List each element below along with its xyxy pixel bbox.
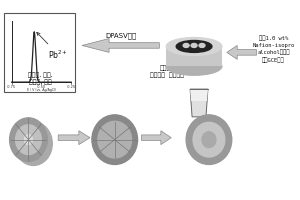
FancyArrow shape <box>82 39 159 52</box>
FancyBboxPatch shape <box>4 13 75 92</box>
Text: 溶于1.0 wt%
Nafion-isopro
alcohol溶液中
涂在GCE表面: 溶于1.0 wt% Nafion-isopro alcohol溶液中 涂在GCE… <box>252 36 295 63</box>
Ellipse shape <box>191 43 197 47</box>
Ellipse shape <box>15 122 52 165</box>
Polygon shape <box>190 89 208 117</box>
Ellipse shape <box>29 139 38 149</box>
Ellipse shape <box>16 125 41 155</box>
Ellipse shape <box>176 41 212 52</box>
Text: 水热处理
冰冻干燥  加热碳化: 水热处理 冰冻干燥 加热碳化 <box>150 65 184 78</box>
Ellipse shape <box>186 115 232 164</box>
Ellipse shape <box>202 132 216 148</box>
Ellipse shape <box>199 43 205 47</box>
Text: -0.25: -0.25 <box>67 85 76 89</box>
FancyArrow shape <box>227 45 256 59</box>
Ellipse shape <box>92 115 137 164</box>
Ellipse shape <box>183 43 189 47</box>
Ellipse shape <box>98 121 132 158</box>
FancyArrow shape <box>142 131 171 145</box>
Ellipse shape <box>20 129 46 159</box>
FancyArrow shape <box>58 131 90 145</box>
Ellipse shape <box>25 135 32 145</box>
Ellipse shape <box>166 57 222 75</box>
Text: E / V (vs. Ag/AgCl): E / V (vs. Ag/AgCl) <box>27 88 56 92</box>
Polygon shape <box>166 46 222 66</box>
Text: -0.75: -0.75 <box>7 85 16 89</box>
Ellipse shape <box>10 118 47 161</box>
Text: Pb$^{2+}$: Pb$^{2+}$ <box>37 32 68 61</box>
Text: -0.50: -0.50 <box>37 85 46 89</box>
Polygon shape <box>190 89 208 101</box>
Text: 去果皮, 软浆,
种子后, 切块: 去果皮, 软浆, 种子后, 切块 <box>28 72 53 85</box>
Ellipse shape <box>193 122 225 157</box>
Ellipse shape <box>166 38 222 55</box>
Text: DPASV检测: DPASV检测 <box>105 32 136 39</box>
